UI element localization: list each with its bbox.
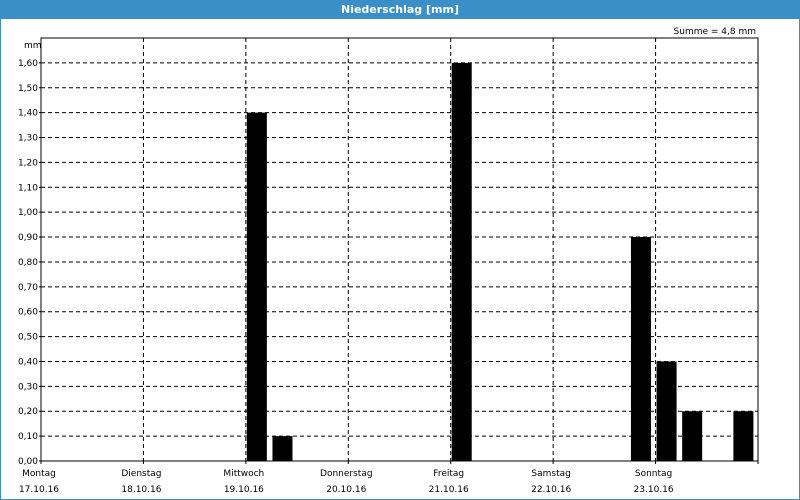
x-tick-day-label: Montag bbox=[22, 469, 56, 479]
x-tick-day-label: Mittwoch bbox=[223, 469, 264, 479]
plot-frame bbox=[40, 37, 759, 462]
precipitation-bar bbox=[246, 112, 267, 461]
y-tick-label: 0,70 bbox=[18, 283, 38, 293]
y-tick-label: 0,50 bbox=[18, 333, 38, 343]
x-tick-date-label: 22.10.16 bbox=[531, 485, 571, 495]
x-tick-day-label: Freitag bbox=[433, 469, 464, 479]
precipitation-bar bbox=[272, 436, 293, 461]
y-tick-label: 0,20 bbox=[18, 407, 38, 417]
x-tick-date-label: 21.10.16 bbox=[429, 485, 469, 495]
y-tick-label: 1,00 bbox=[18, 208, 38, 218]
precipitation-bar bbox=[451, 62, 472, 461]
y-tick-label: 0,80 bbox=[18, 258, 38, 268]
precipitation-bar bbox=[656, 361, 677, 461]
precipitation-bar bbox=[630, 237, 651, 461]
y-tick-label: 0,00 bbox=[18, 457, 38, 467]
y-tick-label: 0,60 bbox=[18, 308, 38, 318]
x-tick-date-label: 20.10.16 bbox=[326, 485, 366, 495]
precipitation-bar bbox=[682, 411, 703, 461]
y-tick-label: 1,40 bbox=[18, 109, 38, 119]
y-tick-label: 0,30 bbox=[18, 382, 38, 392]
precipitation-bar bbox=[733, 411, 754, 461]
bar-layer bbox=[246, 62, 754, 461]
y-tick-label: 0,10 bbox=[18, 432, 38, 442]
y-tick-label: 1,20 bbox=[18, 158, 38, 168]
x-tick-day-label: Donnerstag bbox=[320, 469, 373, 479]
y-tick-label: 0,40 bbox=[18, 357, 38, 367]
x-tick-day-label: Sonntag bbox=[635, 469, 672, 479]
y-tick-label: 0,90 bbox=[18, 233, 38, 243]
y-tick-label: 1,30 bbox=[18, 134, 38, 144]
y-axis-unit: mm bbox=[24, 41, 42, 51]
x-tick-date-label: 18.10.16 bbox=[121, 485, 161, 495]
x-tick-date-label: 17.10.16 bbox=[19, 485, 59, 495]
chart-title: Niederschlag [mm] bbox=[1, 1, 799, 19]
y-tick-label: 1,50 bbox=[18, 84, 38, 94]
x-tick-day-label: Dienstag bbox=[121, 469, 161, 479]
y-tick-label: 1,60 bbox=[18, 59, 38, 69]
x-tick-date-label: 23.10.16 bbox=[634, 485, 674, 495]
y-tick-label: 1,10 bbox=[18, 183, 38, 193]
axis-layer: 0,00 0,10 0,20 0,30 0,40 0,50 0,60 0,70 0,80 0,90… bbox=[18, 37, 759, 495]
x-tick-date-label: 19.10.16 bbox=[224, 485, 264, 495]
x-tick-day-label: Samstag bbox=[531, 469, 570, 479]
sum-label: Summe = 4,8 mm bbox=[674, 27, 756, 37]
